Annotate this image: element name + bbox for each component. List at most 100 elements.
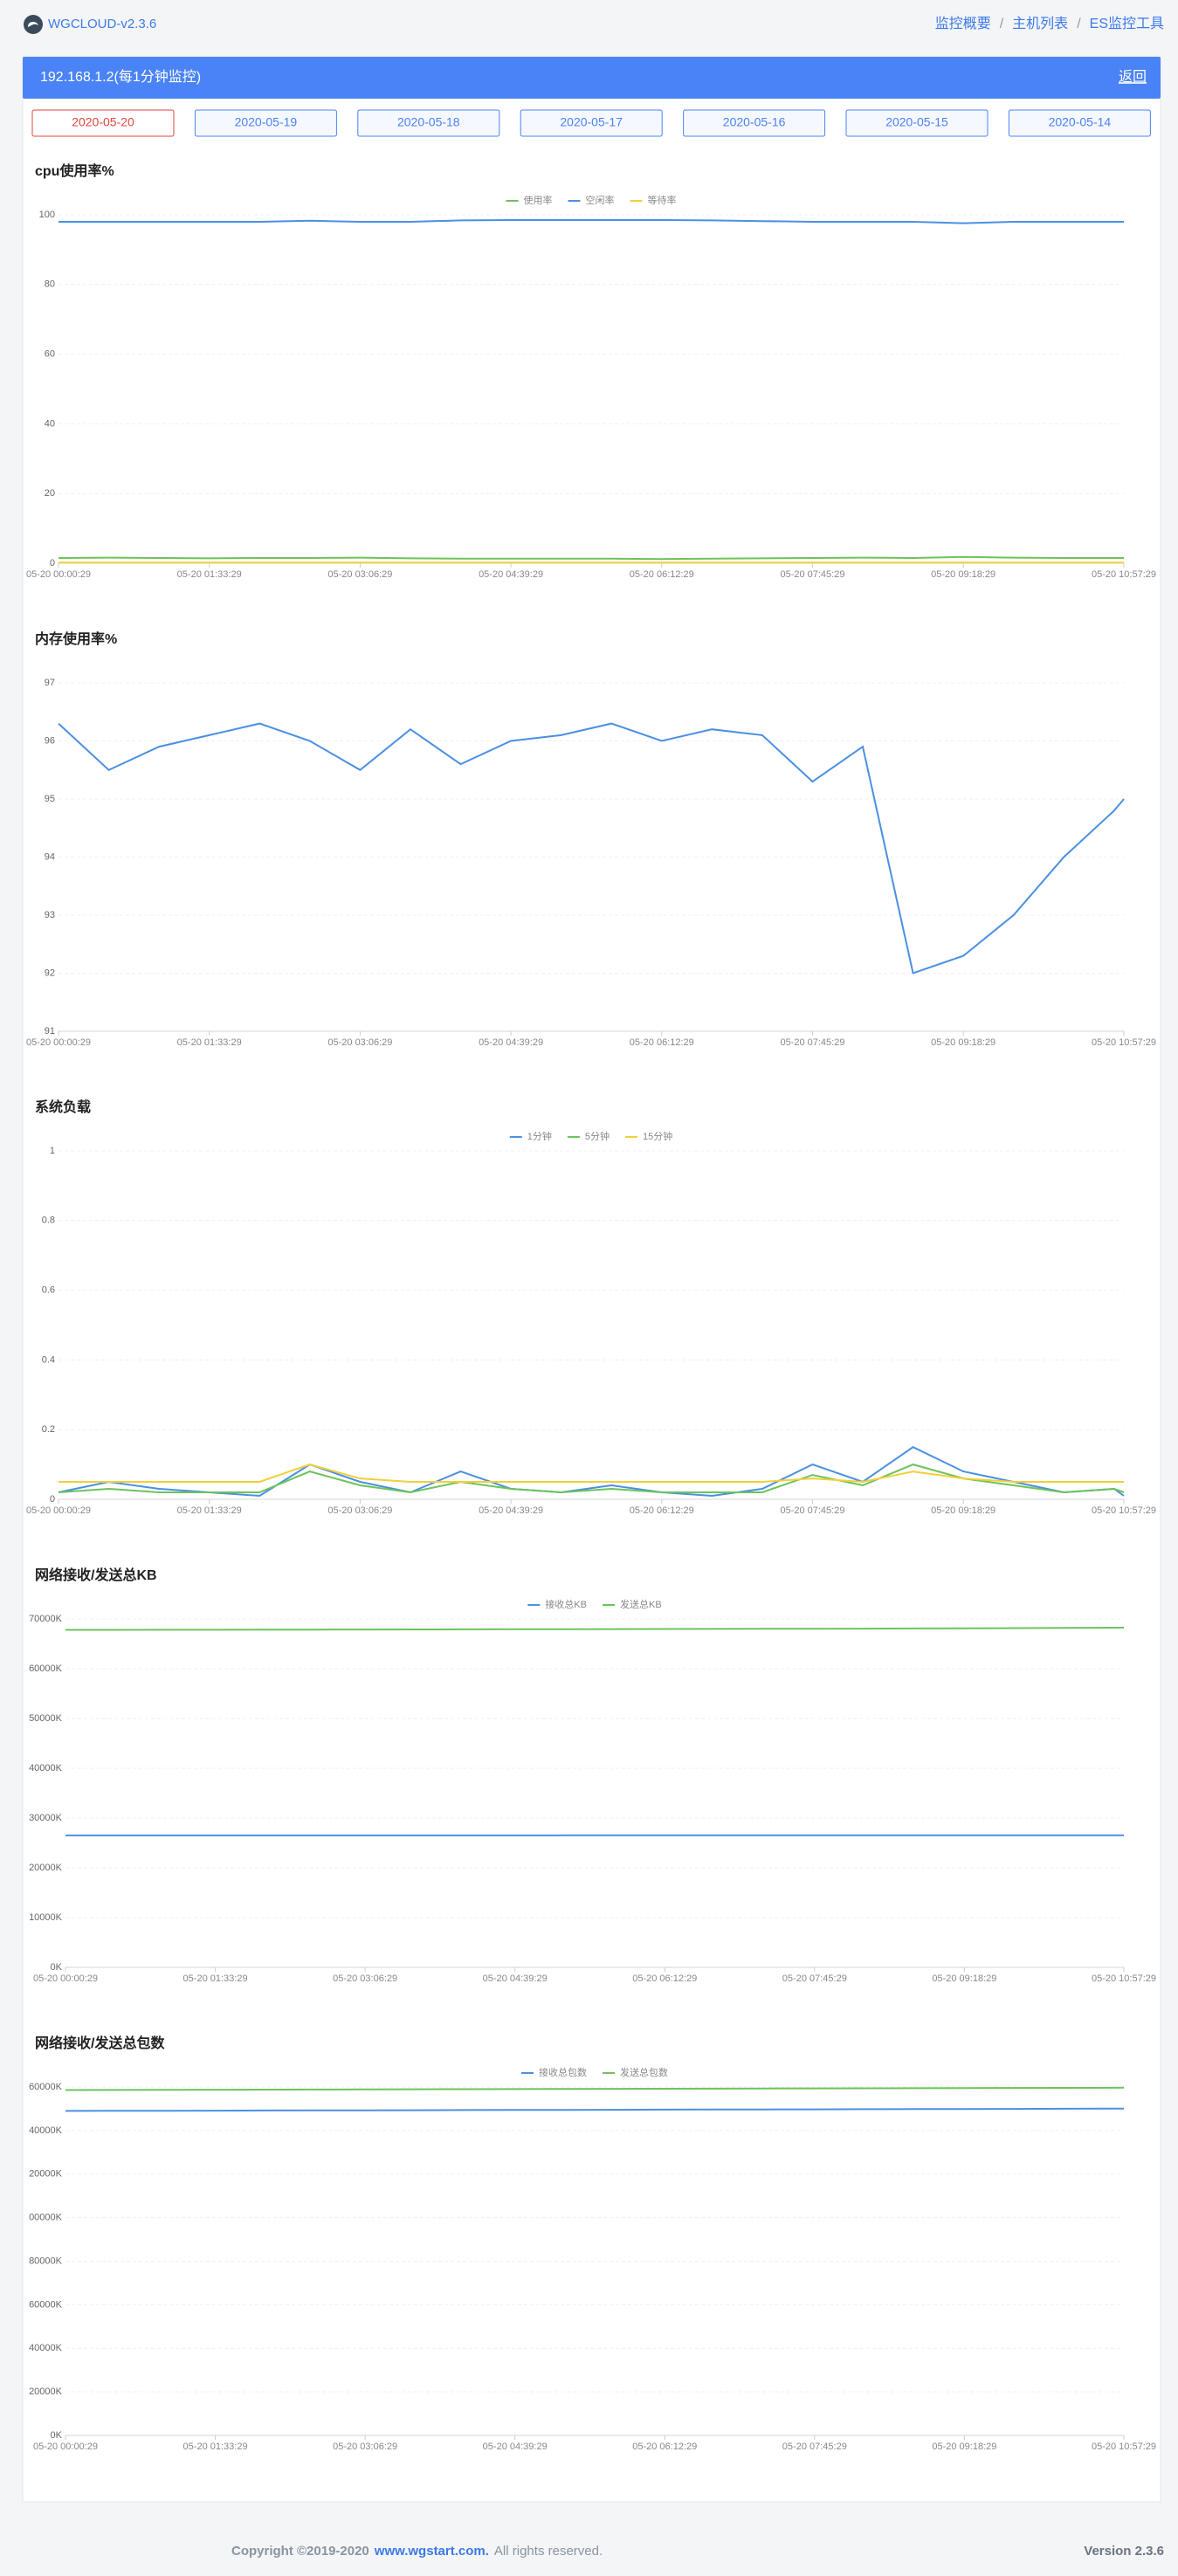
x-tick-label: 05-20 10:57:29 <box>1092 1973 1156 1984</box>
legend: 接收总KB 发送总KB <box>527 1598 662 1610</box>
y-tick-label: 0.8 <box>42 1216 55 1226</box>
y-tick-label: 20000K <box>29 2169 63 2180</box>
nav-link[interactable]: 监控概要 <box>935 16 991 31</box>
y-tick-label: 80000K <box>29 2256 63 2266</box>
x-tick-label: 05-20 04:39:29 <box>483 1973 548 1984</box>
y-tick-label: 40000K <box>29 2343 63 2353</box>
legend: 1分钟 5分钟 15分钟 <box>509 1130 672 1142</box>
y-tick-label: 40000K <box>29 2125 63 2136</box>
brand[interactable]: WGCLOUD-v2.3.6 <box>48 17 156 31</box>
copyright: Copyright ©2019-2020 <box>231 2544 369 2559</box>
chart-title: 系统负载 <box>35 1099 91 1115</box>
y-tick-label: 60000K <box>29 2082 63 2092</box>
legend-label[interactable]: 使用率 <box>524 194 553 206</box>
legend-label[interactable]: 接收总包数 <box>539 2066 587 2078</box>
x-tick-label: 05-20 03:06:29 <box>327 1037 392 1048</box>
series-line <box>59 1464 1124 1484</box>
date-button[interactable] <box>194 109 337 137</box>
y-tick-label: 94 <box>45 851 55 862</box>
series-line <box>58 1446 1125 1498</box>
nav-separator: / <box>1077 17 1081 31</box>
legend-label[interactable]: 发送总包数 <box>620 2066 668 2078</box>
y-tick-label: 0 <box>50 558 55 568</box>
x-tick-label: 05-20 10:57:29 <box>1092 1037 1156 1048</box>
nav-separator: / <box>1000 17 1004 31</box>
date-button[interactable] <box>1008 109 1151 137</box>
x-tick-label: 05-20 03:06:29 <box>327 569 392 580</box>
y-tick-label: 20000K <box>29 1863 63 1873</box>
x-tick-label: 05-20 09:18:29 <box>932 2442 996 2452</box>
y-tick-label: 30000K <box>29 1813 63 1823</box>
x-tick-label: 05-20 07:45:29 <box>782 1973 847 1984</box>
x-tick-label: 05-20 04:39:29 <box>479 1505 543 1516</box>
legend-label[interactable]: 5分钟 <box>585 1130 610 1142</box>
legend-label[interactable]: 接收总KB <box>545 1598 587 1610</box>
panel-title: 192.168.1.2(每1分钟监控) <box>40 69 201 85</box>
date-button-label[interactable]: 2020-05-19 <box>235 115 298 129</box>
x-tick-label: 05-20 00:00:29 <box>26 569 91 580</box>
date-button[interactable] <box>520 109 663 137</box>
panel <box>22 56 1161 2503</box>
y-tick-label: 70000K <box>29 1614 63 1624</box>
chart-title: cpu使用率% <box>35 162 114 179</box>
chart-title: 网络接收/发送总KB <box>35 1567 157 1583</box>
x-tick-label: 05-20 07:45:29 <box>780 1505 844 1516</box>
date-button-label[interactable]: 2020-05-17 <box>560 115 623 129</box>
site-link[interactable]: www.wgstart.com. <box>374 2544 489 2559</box>
date-button-label[interactable]: 2020-05-20 <box>72 115 134 129</box>
date-button[interactable] <box>845 109 989 137</box>
nav-link[interactable]: ES监控工具 <box>1090 16 1164 31</box>
y-tick-label: 95 <box>45 794 55 804</box>
y-tick-label: 100 <box>39 210 55 220</box>
x-tick-label: 05-20 01:33:29 <box>177 569 242 580</box>
legend-label[interactable]: 15分钟 <box>643 1130 672 1142</box>
logo-icon <box>28 22 38 27</box>
series-line <box>65 2107 1124 2112</box>
date-button[interactable] <box>683 109 826 137</box>
series-line <box>58 722 1125 975</box>
y-tick-label: 60000K <box>29 2299 63 2310</box>
series-line <box>65 1626 1125 1631</box>
chart-title: 网络接收/发送总包数 <box>35 2035 165 2051</box>
x-tick-label: 05-20 06:12:29 <box>630 569 694 580</box>
y-tick-label: 60 <box>45 349 55 360</box>
legend-label[interactable]: 1分钟 <box>527 1130 552 1142</box>
y-tick-label: 10000K <box>29 1912 63 1923</box>
date-button-label[interactable]: 2020-05-14 <box>1049 115 1112 129</box>
x-tick-label: 05-20 00:00:29 <box>33 2442 98 2452</box>
legend-label[interactable]: 等待率 <box>648 194 677 206</box>
legend: 接收总包数 发送总包数 <box>521 2066 668 2078</box>
date-button-label[interactable]: 2020-05-15 <box>885 115 948 129</box>
back-link[interactable]: 返回 <box>1119 69 1147 85</box>
y-tick-label: 20 <box>45 488 55 499</box>
chart-title: 内存使用率% <box>35 630 117 647</box>
x-tick-label: 05-20 01:33:29 <box>177 1505 242 1516</box>
legend-label[interactable]: 发送总KB <box>620 1598 662 1610</box>
x-tick-label: 05-20 03:06:29 <box>333 2442 397 2452</box>
footer-text: Copyright ©2019-2020 www.wgstart.com. All … <box>231 2544 603 2559</box>
x-tick-label: 05-20 04:39:29 <box>483 2442 548 2452</box>
legend-label[interactable]: 空闲率 <box>586 194 615 206</box>
x-tick-label: 05-20 00:00:29 <box>33 1973 98 1984</box>
version: Version 2.3.6 <box>1084 2544 1164 2559</box>
y-tick-label: 40 <box>45 418 55 429</box>
date-button-label[interactable]: 2020-05-16 <box>723 115 786 129</box>
nav-link[interactable]: 主机列表 <box>1012 16 1068 31</box>
date-button[interactable] <box>31 109 175 137</box>
y-tick-label: 20000K <box>29 2387 63 2397</box>
x-tick-label: 05-20 07:45:29 <box>780 1037 844 1048</box>
x-tick-label: 05-20 10:57:29 <box>1092 569 1156 580</box>
y-tick-label: 0K <box>51 1962 63 1973</box>
series-line <box>58 1464 1125 1494</box>
y-tick-label: 96 <box>45 735 55 746</box>
y-tick-label: 0.6 <box>42 1285 55 1296</box>
date-button[interactable] <box>357 109 500 137</box>
x-tick-label: 05-20 10:57:29 <box>1092 2442 1156 2452</box>
x-tick-label: 05-20 03:06:29 <box>333 1973 397 1984</box>
y-tick-label: 80 <box>45 279 55 290</box>
date-button-label[interactable]: 2020-05-18 <box>397 115 460 129</box>
x-tick-label: 05-20 09:18:29 <box>931 569 995 580</box>
y-tick-label: 60000K <box>29 1663 63 1674</box>
